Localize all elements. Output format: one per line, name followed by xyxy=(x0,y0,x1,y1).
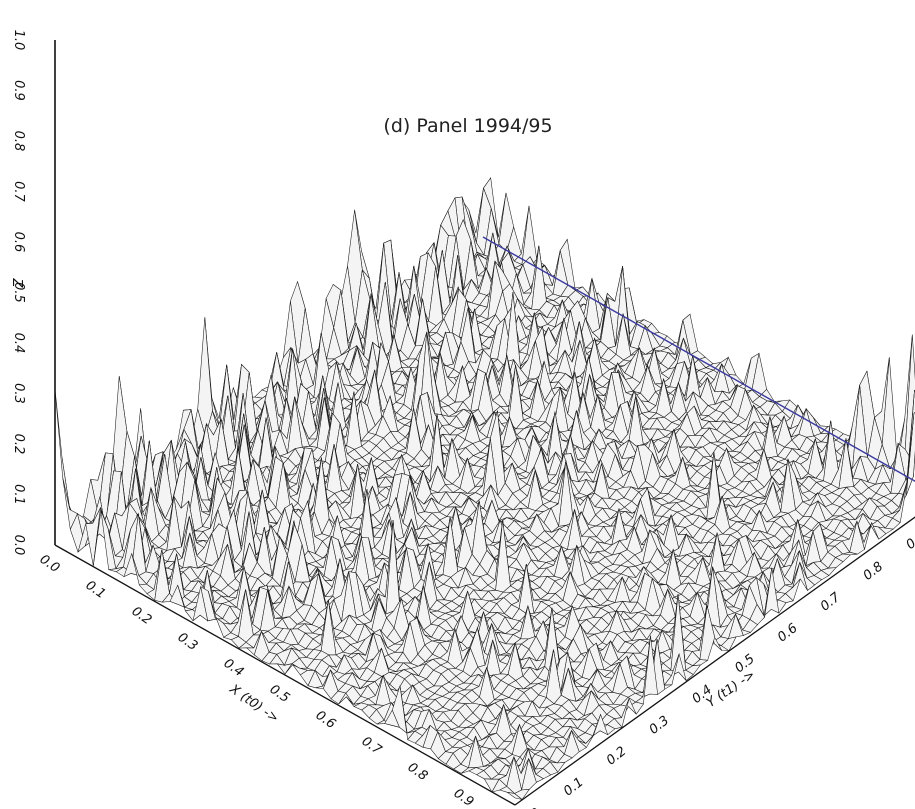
z-tick-label: 0.9 xyxy=(11,80,26,101)
z-tick-label: 0.7 xyxy=(11,181,26,202)
surface-mesh xyxy=(54,177,915,800)
z-axis-label: Z xyxy=(9,278,24,289)
y-tick-label: 0.9 xyxy=(903,528,915,553)
z-tick-label: 0.5 xyxy=(11,282,26,303)
axes xyxy=(54,40,915,806)
chart-title: (d) Panel 1994/95 xyxy=(383,115,552,137)
y-axis-line xyxy=(514,516,915,806)
z-tick-label: 0.1 xyxy=(11,484,26,505)
z-tick-label: 0.2 xyxy=(11,434,26,455)
back-edge-right xyxy=(482,236,915,482)
z-tick-label: 0.3 xyxy=(11,383,26,404)
z-tick-label: 0.6 xyxy=(11,232,26,253)
z-tick-label: 0.4 xyxy=(11,333,26,354)
y-tick-label: 0.0 xyxy=(518,806,544,809)
z-tick-label: 0.8 xyxy=(11,131,26,152)
z-tick-label: 1.0 xyxy=(11,30,26,51)
z-tick-label: 0.0 xyxy=(11,535,26,556)
x-axis-line xyxy=(54,544,516,806)
